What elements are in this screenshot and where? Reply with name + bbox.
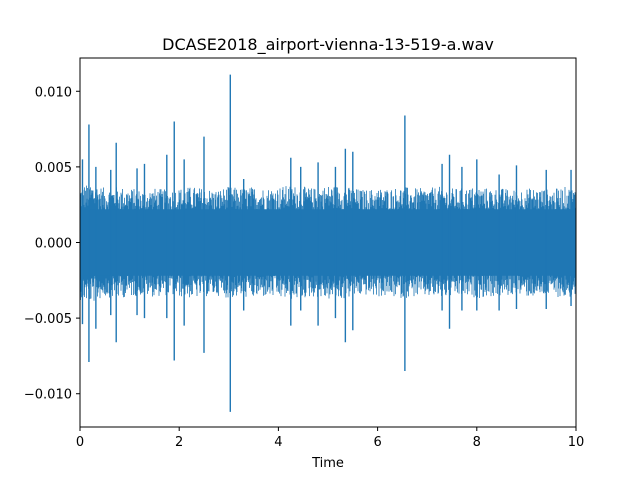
chart-title: DCASE2018_airport-vienna-13-519-a.wav [162,35,494,55]
x-tick-label: 10 [568,435,585,450]
x-tick-label: 6 [373,435,381,450]
x-axis-label: Time [311,456,344,471]
y-tick-label: −0.010 [24,388,72,403]
x-tick-label: 2 [175,435,183,450]
y-tick-label: 0.010 [35,85,72,100]
y-tick-label: −0.005 [24,312,72,327]
x-tick-label: 0 [76,435,84,450]
y-tick-label: 0.000 [35,237,72,252]
plot-area [80,74,576,412]
waveform-core [80,209,576,276]
waveform-series [80,74,576,412]
y-axis: 0.010 0.005 0.000 −0.005 −0.010 [24,85,80,403]
x-axis: 0 2 4 6 8 10 [76,427,584,450]
x-tick-label: 4 [274,435,282,450]
x-tick-label: 8 [473,435,481,450]
y-tick-label: 0.005 [35,161,72,176]
